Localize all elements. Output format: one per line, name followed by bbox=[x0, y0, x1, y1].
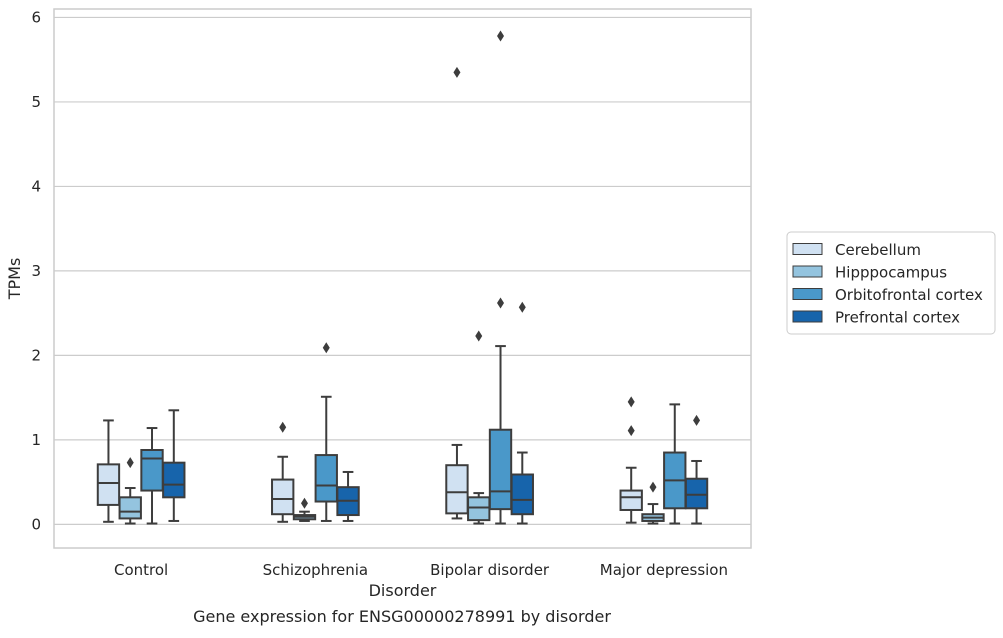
box-body bbox=[314, 454, 338, 503]
box-2-1 bbox=[314, 342, 338, 522]
box-body bbox=[467, 496, 491, 522]
legend-label: Orbitofrontal cortex bbox=[835, 286, 983, 304]
box-body bbox=[271, 478, 295, 516]
y-tick-label-1: 1 bbox=[31, 431, 41, 449]
y-tick-label-4: 4 bbox=[31, 177, 41, 195]
x-tick-label-1: Schizophrenia bbox=[263, 561, 368, 579]
box-1-3 bbox=[641, 481, 665, 525]
legend-frame bbox=[786, 231, 996, 335]
box-body bbox=[162, 461, 186, 499]
legend-swatch bbox=[792, 288, 823, 300]
outlier-point-0 bbox=[693, 414, 701, 426]
box-1-2 bbox=[467, 330, 491, 525]
y-axis-label: TPMs bbox=[5, 258, 24, 301]
x-axis-label: Disorder bbox=[369, 581, 437, 600]
outlier-point-0 bbox=[497, 297, 505, 309]
x-tick-label-3: Major depression bbox=[600, 561, 728, 579]
boxes-layer bbox=[96, 30, 709, 525]
box-1-1 bbox=[292, 497, 317, 522]
box-1-0 bbox=[118, 457, 142, 525]
y-tick-label-0: 0 bbox=[31, 515, 41, 533]
box-body bbox=[510, 473, 534, 516]
legend-item-0: Cerebellum bbox=[792, 241, 921, 259]
box-2-2 bbox=[488, 30, 513, 525]
box-body bbox=[118, 496, 142, 520]
outlier-point-0 bbox=[475, 330, 483, 342]
outlier-point-1 bbox=[497, 30, 505, 42]
box-3-0 bbox=[162, 409, 186, 522]
y-tick-label-6: 6 bbox=[31, 8, 41, 26]
box-3-1 bbox=[336, 470, 360, 522]
box-body bbox=[140, 449, 164, 492]
box-body bbox=[684, 477, 709, 510]
y-tick-label-3: 3 bbox=[31, 262, 41, 280]
outlier-point-0 bbox=[279, 421, 287, 433]
legend-item-1: Hipppocampus bbox=[792, 264, 947, 282]
outlier-point-0 bbox=[126, 457, 134, 469]
box-body bbox=[96, 463, 121, 506]
legend-swatch bbox=[792, 265, 823, 278]
legend-swatch bbox=[792, 310, 823, 323]
box-0-2 bbox=[445, 66, 469, 520]
outlier-point-0 bbox=[322, 342, 330, 354]
box-body bbox=[488, 428, 513, 511]
box-body bbox=[619, 489, 643, 511]
x-tick-labels: Control Schizophrenia Bipolar disorder Majo… bbox=[114, 561, 728, 579]
x-tick-label-2: Bipolar disorder bbox=[430, 561, 550, 579]
box-3-3 bbox=[684, 414, 709, 525]
legend: Cerebellum Hipppocampus Orbitofrontal cort… bbox=[786, 231, 996, 335]
x-tick-label-0: Control bbox=[114, 561, 168, 579]
outlier-point-0 bbox=[300, 497, 308, 509]
y-tick-labels: 0 1 2 3 4 5 6 bbox=[31, 8, 41, 533]
legend-label: Hipppocampus bbox=[835, 264, 947, 282]
box-0-0 bbox=[96, 419, 121, 523]
plot-frame bbox=[53, 8, 752, 549]
box-3-2 bbox=[510, 301, 534, 525]
outlier-point-0 bbox=[453, 66, 461, 78]
box-2-0 bbox=[140, 427, 164, 525]
legend-item-3: Prefrontal cortex bbox=[792, 309, 960, 327]
legend-item-2: Orbitofrontal cortex bbox=[792, 286, 983, 304]
outlier-point-0 bbox=[518, 301, 526, 313]
chart-title: Gene expression for ENSG00000278991 by d… bbox=[193, 607, 611, 626]
legend-swatch bbox=[792, 243, 823, 255]
legend-label: Cerebellum bbox=[835, 241, 921, 259]
outlier-point-1 bbox=[627, 396, 635, 408]
outlier-point-0 bbox=[627, 425, 635, 437]
legend-label: Prefrontal cortex bbox=[835, 309, 960, 327]
box-2-3 bbox=[663, 403, 687, 525]
box-0-3 bbox=[619, 396, 643, 524]
outlier-point-0 bbox=[649, 481, 657, 493]
box-0-1 bbox=[271, 421, 295, 523]
y-tick-label-2: 2 bbox=[31, 346, 41, 364]
y-tick-label-5: 5 bbox=[31, 93, 41, 111]
box-body bbox=[445, 464, 469, 515]
grid-layer bbox=[54, 16, 751, 525]
